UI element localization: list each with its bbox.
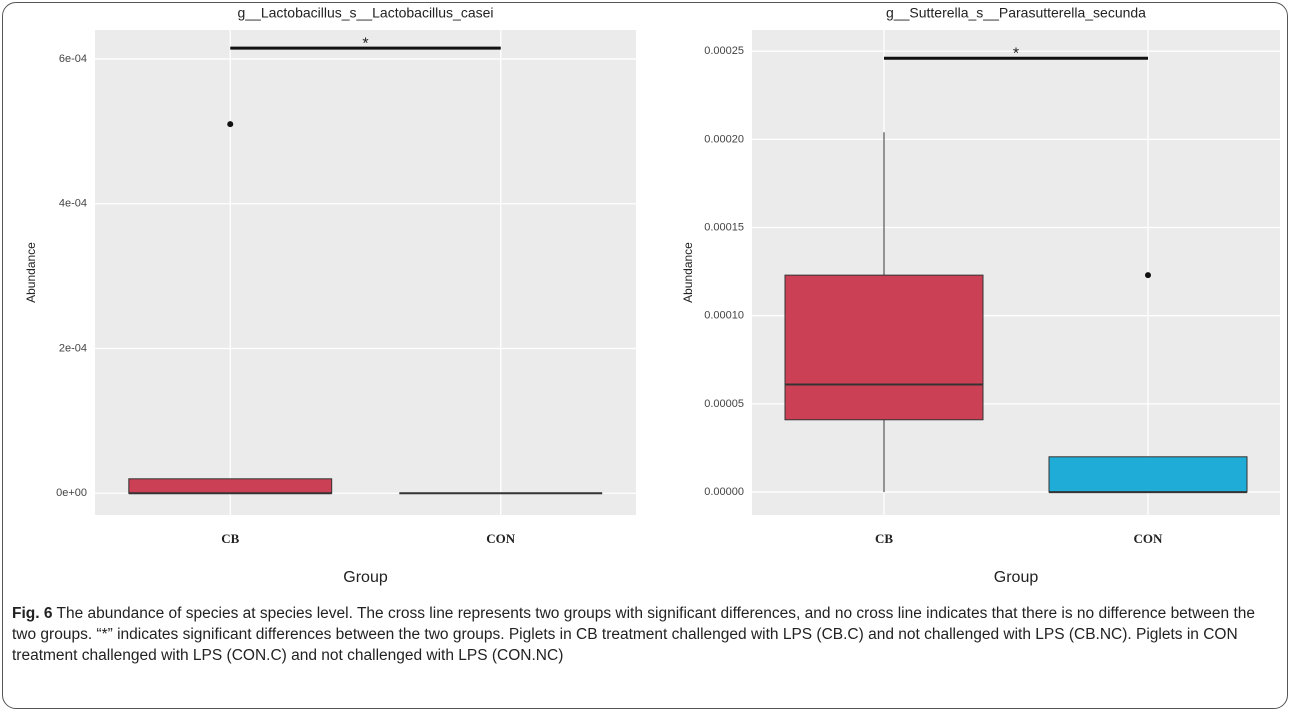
significance-label: * xyxy=(362,35,368,52)
box xyxy=(128,478,333,494)
x-tick-label: CON xyxy=(486,531,516,546)
y-tick-label: 4e-04 xyxy=(59,198,87,210)
y-tick-label: 2e-04 xyxy=(59,342,87,354)
y-axis-label: Abundance xyxy=(681,242,695,303)
chart-title: g__Sutterella_s__Parasutterella_secunda xyxy=(886,5,1146,21)
y-tick-label: 6e-04 xyxy=(59,53,87,65)
caption: Fig. 6 The abundance of species at speci… xyxy=(12,603,1277,666)
plot-background xyxy=(752,30,1280,515)
chart-title: g__Lactobacillus_s__Lactobacillus_casei xyxy=(237,5,493,21)
chart: 0e+00 2e-04 4e-04 6e-04 CB CON * g__Lactobacill… xyxy=(24,5,1280,586)
x-tick-label: CB xyxy=(875,531,893,546)
y-tick-label: 0.00005 xyxy=(704,398,744,410)
y-tick-label: 0.00000 xyxy=(704,486,744,498)
y-tick-label: 0e+00 xyxy=(56,487,87,499)
caption-text: The abundance of species at species leve… xyxy=(12,605,1256,664)
x-tick-label: CB xyxy=(221,531,239,546)
y-tick-label: 0.00025 xyxy=(704,45,744,57)
box xyxy=(784,274,984,421)
x-axis-label: Group xyxy=(994,569,1039,586)
y-tick-label: 0.00010 xyxy=(704,310,744,322)
outlier xyxy=(1145,272,1151,279)
significance-label: * xyxy=(1013,45,1019,62)
outlier xyxy=(227,121,234,128)
plot-background xyxy=(95,30,636,515)
y-tick-label: 0.00015 xyxy=(704,221,744,233)
caption-label: Fig. 6 xyxy=(12,605,53,622)
y-axis-label: Abundance xyxy=(24,242,38,303)
box xyxy=(1048,456,1248,493)
x-tick-label: CON xyxy=(1134,531,1164,546)
y-tick-label: 0.00020 xyxy=(704,133,744,145)
x-axis-label: Group xyxy=(343,569,388,586)
